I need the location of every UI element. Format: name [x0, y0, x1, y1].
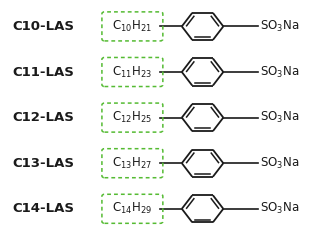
Text: $\mathdefault{SO_3Na}$: $\mathdefault{SO_3Na}$	[260, 156, 300, 171]
Text: $\mathdefault{C_{10}H_{21}}$: $\mathdefault{C_{10}H_{21}}$	[113, 19, 152, 34]
Text: C10-LAS: C10-LAS	[12, 20, 74, 33]
Text: C14-LAS: C14-LAS	[12, 202, 74, 215]
Text: $\mathdefault{C_{14}H_{29}}$: $\mathdefault{C_{14}H_{29}}$	[113, 201, 152, 216]
Text: $\mathdefault{SO_3Na}$: $\mathdefault{SO_3Na}$	[260, 110, 300, 125]
Text: $\mathdefault{C_{12}H_{25}}$: $\mathdefault{C_{12}H_{25}}$	[113, 110, 152, 125]
Text: C12-LAS: C12-LAS	[12, 111, 74, 124]
Text: $\mathdefault{SO_3Na}$: $\mathdefault{SO_3Na}$	[260, 201, 300, 216]
Text: C13-LAS: C13-LAS	[12, 157, 74, 170]
Text: C11-LAS: C11-LAS	[12, 66, 74, 78]
Text: $\mathdefault{C_{11}H_{23}}$: $\mathdefault{C_{11}H_{23}}$	[113, 65, 152, 79]
Text: $\mathdefault{C_{13}H_{27}}$: $\mathdefault{C_{13}H_{27}}$	[113, 156, 152, 171]
Text: $\mathdefault{SO_3Na}$: $\mathdefault{SO_3Na}$	[260, 19, 300, 34]
Text: $\mathdefault{SO_3Na}$: $\mathdefault{SO_3Na}$	[260, 65, 300, 79]
